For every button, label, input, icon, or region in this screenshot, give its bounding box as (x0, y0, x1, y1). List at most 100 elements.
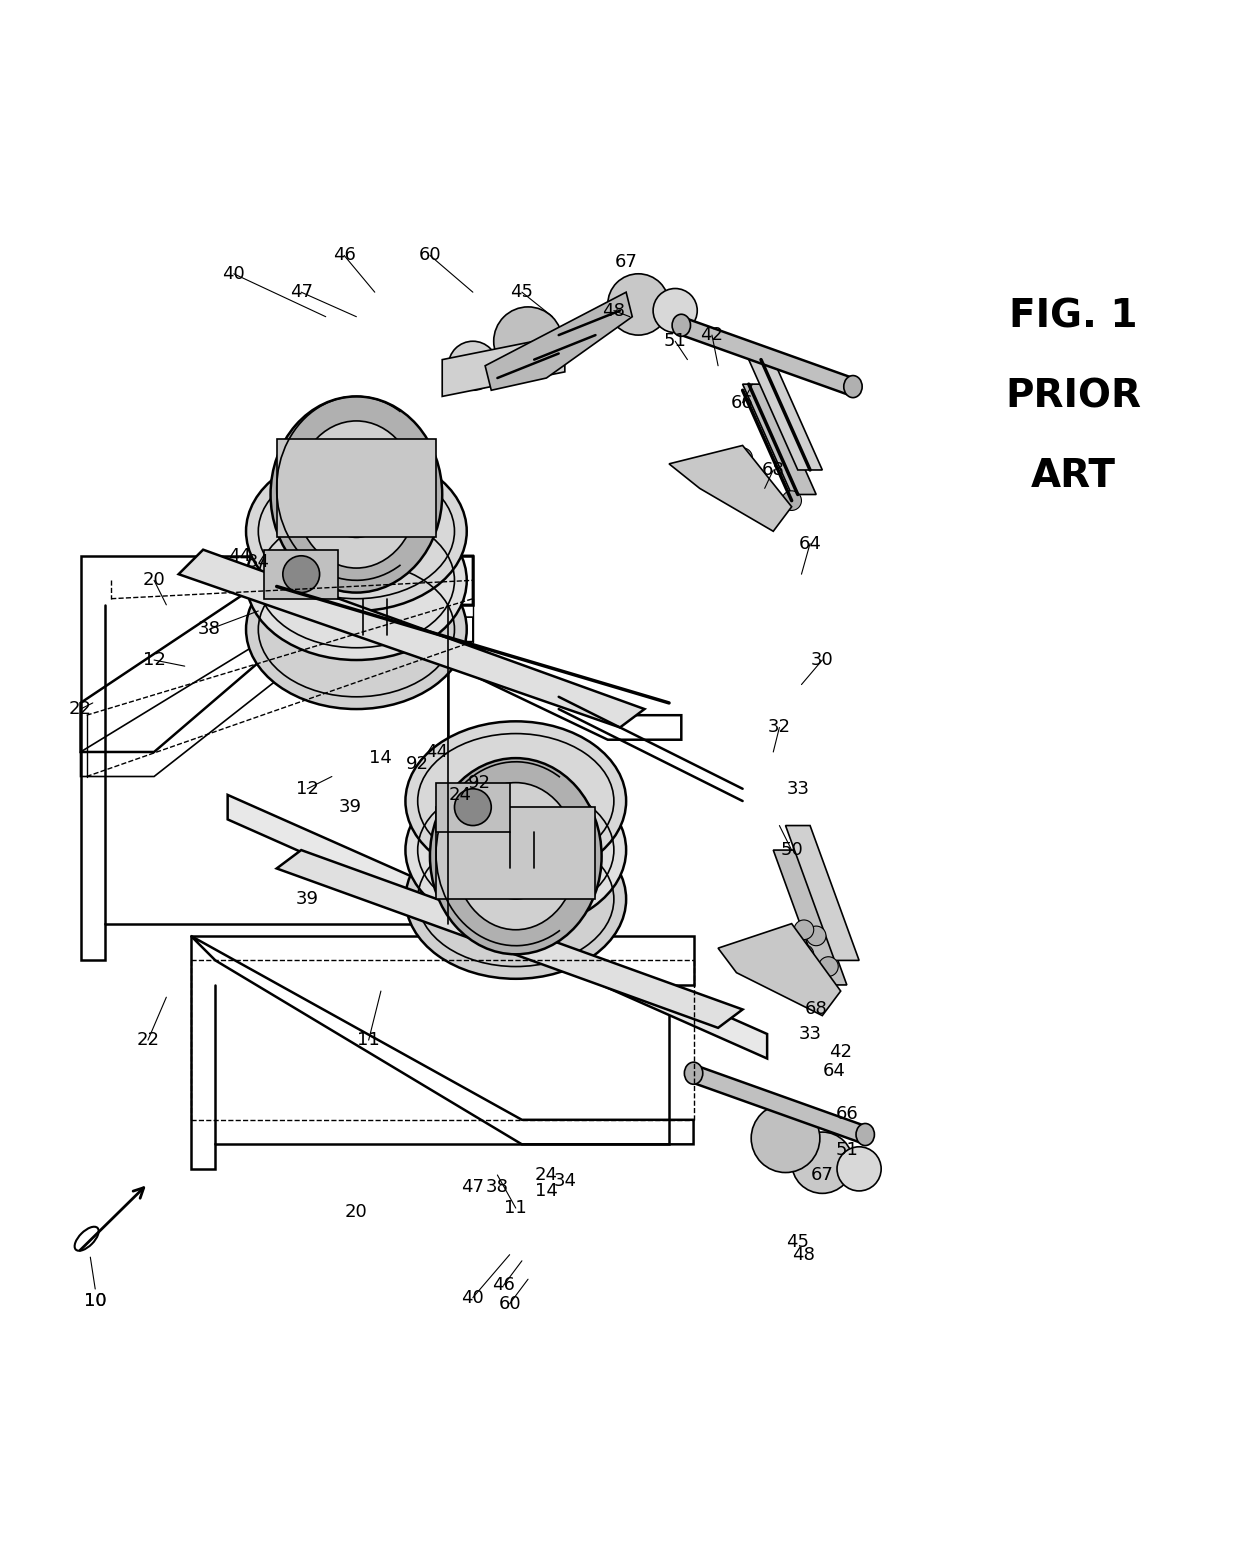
Circle shape (455, 789, 491, 826)
Ellipse shape (246, 500, 466, 660)
Circle shape (714, 460, 734, 480)
Circle shape (283, 556, 320, 593)
Text: 50: 50 (780, 842, 804, 859)
Text: 66: 66 (732, 393, 754, 412)
Polygon shape (264, 550, 339, 599)
Ellipse shape (405, 721, 626, 881)
Ellipse shape (479, 814, 553, 899)
Text: 33: 33 (799, 1025, 822, 1044)
Circle shape (449, 342, 497, 390)
Polygon shape (277, 849, 743, 1028)
Polygon shape (749, 360, 822, 471)
Polygon shape (693, 1065, 866, 1145)
Circle shape (751, 1104, 820, 1173)
Text: 38: 38 (486, 1179, 508, 1196)
Text: 68: 68 (805, 1000, 827, 1019)
Circle shape (791, 1132, 853, 1193)
Circle shape (494, 307, 563, 376)
Polygon shape (436, 808, 595, 899)
Ellipse shape (320, 452, 393, 537)
Ellipse shape (843, 376, 862, 398)
Ellipse shape (856, 1123, 874, 1146)
Ellipse shape (684, 1062, 703, 1084)
Polygon shape (774, 849, 847, 985)
Text: 46: 46 (492, 1277, 515, 1294)
Text: 48: 48 (603, 301, 625, 320)
Text: 30: 30 (811, 651, 833, 669)
Ellipse shape (430, 758, 601, 954)
Text: ART: ART (1032, 457, 1116, 495)
Circle shape (806, 926, 826, 946)
Text: 24: 24 (449, 786, 472, 804)
Polygon shape (228, 795, 768, 1059)
Text: 14: 14 (370, 749, 392, 767)
Text: 51: 51 (663, 332, 687, 351)
Text: 92: 92 (467, 773, 491, 792)
Circle shape (794, 919, 813, 940)
Text: 22: 22 (136, 1031, 160, 1050)
Text: 11: 11 (505, 1199, 527, 1218)
Polygon shape (485, 292, 632, 390)
Text: 67: 67 (811, 1166, 833, 1183)
Polygon shape (785, 826, 859, 960)
Text: 42: 42 (701, 326, 723, 345)
Text: 11: 11 (357, 1031, 379, 1050)
Text: 10: 10 (84, 1292, 107, 1311)
Ellipse shape (405, 770, 626, 930)
Text: 45: 45 (511, 283, 533, 301)
Text: 12: 12 (296, 780, 319, 798)
Text: 68: 68 (761, 461, 785, 478)
Text: 44: 44 (424, 742, 448, 761)
Text: 51: 51 (836, 1141, 858, 1160)
Text: 39: 39 (296, 890, 319, 909)
Ellipse shape (405, 820, 626, 978)
Text: 60: 60 (419, 247, 441, 264)
Text: 32: 32 (768, 719, 791, 736)
Polygon shape (743, 384, 816, 494)
Polygon shape (436, 783, 510, 832)
Text: 39: 39 (339, 798, 362, 817)
Text: 67: 67 (615, 253, 637, 270)
Text: 92: 92 (407, 755, 429, 773)
Text: 33: 33 (786, 780, 810, 798)
Text: 64: 64 (799, 534, 821, 553)
Ellipse shape (246, 452, 466, 610)
Text: 34: 34 (553, 1173, 577, 1190)
Text: 47: 47 (461, 1179, 485, 1196)
Ellipse shape (295, 421, 418, 568)
Ellipse shape (246, 550, 466, 710)
Text: 64: 64 (823, 1062, 846, 1079)
Polygon shape (681, 317, 853, 396)
Text: 48: 48 (792, 1246, 816, 1264)
Text: 38: 38 (198, 620, 221, 638)
Text: 42: 42 (830, 1044, 852, 1061)
Circle shape (782, 938, 801, 958)
Circle shape (818, 957, 838, 977)
Ellipse shape (455, 783, 577, 930)
Polygon shape (443, 335, 565, 396)
Text: 24: 24 (534, 1166, 558, 1183)
Circle shape (653, 289, 697, 332)
Polygon shape (179, 550, 645, 727)
Polygon shape (718, 924, 841, 1016)
Text: 10: 10 (84, 1292, 107, 1311)
Text: PRIOR: PRIOR (1006, 377, 1142, 415)
Ellipse shape (672, 314, 691, 337)
Circle shape (720, 466, 740, 486)
Text: 20: 20 (345, 1202, 368, 1221)
Circle shape (794, 944, 813, 964)
Text: 47: 47 (290, 283, 312, 301)
Text: 22: 22 (69, 700, 92, 717)
Text: 12: 12 (143, 651, 165, 669)
Polygon shape (670, 446, 791, 531)
Text: 46: 46 (332, 247, 356, 264)
Circle shape (733, 447, 753, 467)
Circle shape (758, 485, 777, 505)
Text: 34: 34 (247, 553, 270, 572)
Text: 66: 66 (836, 1104, 858, 1123)
Text: 45: 45 (786, 1233, 810, 1252)
Circle shape (837, 1146, 882, 1191)
Polygon shape (277, 439, 436, 537)
Text: 60: 60 (498, 1295, 521, 1312)
Circle shape (608, 273, 670, 335)
